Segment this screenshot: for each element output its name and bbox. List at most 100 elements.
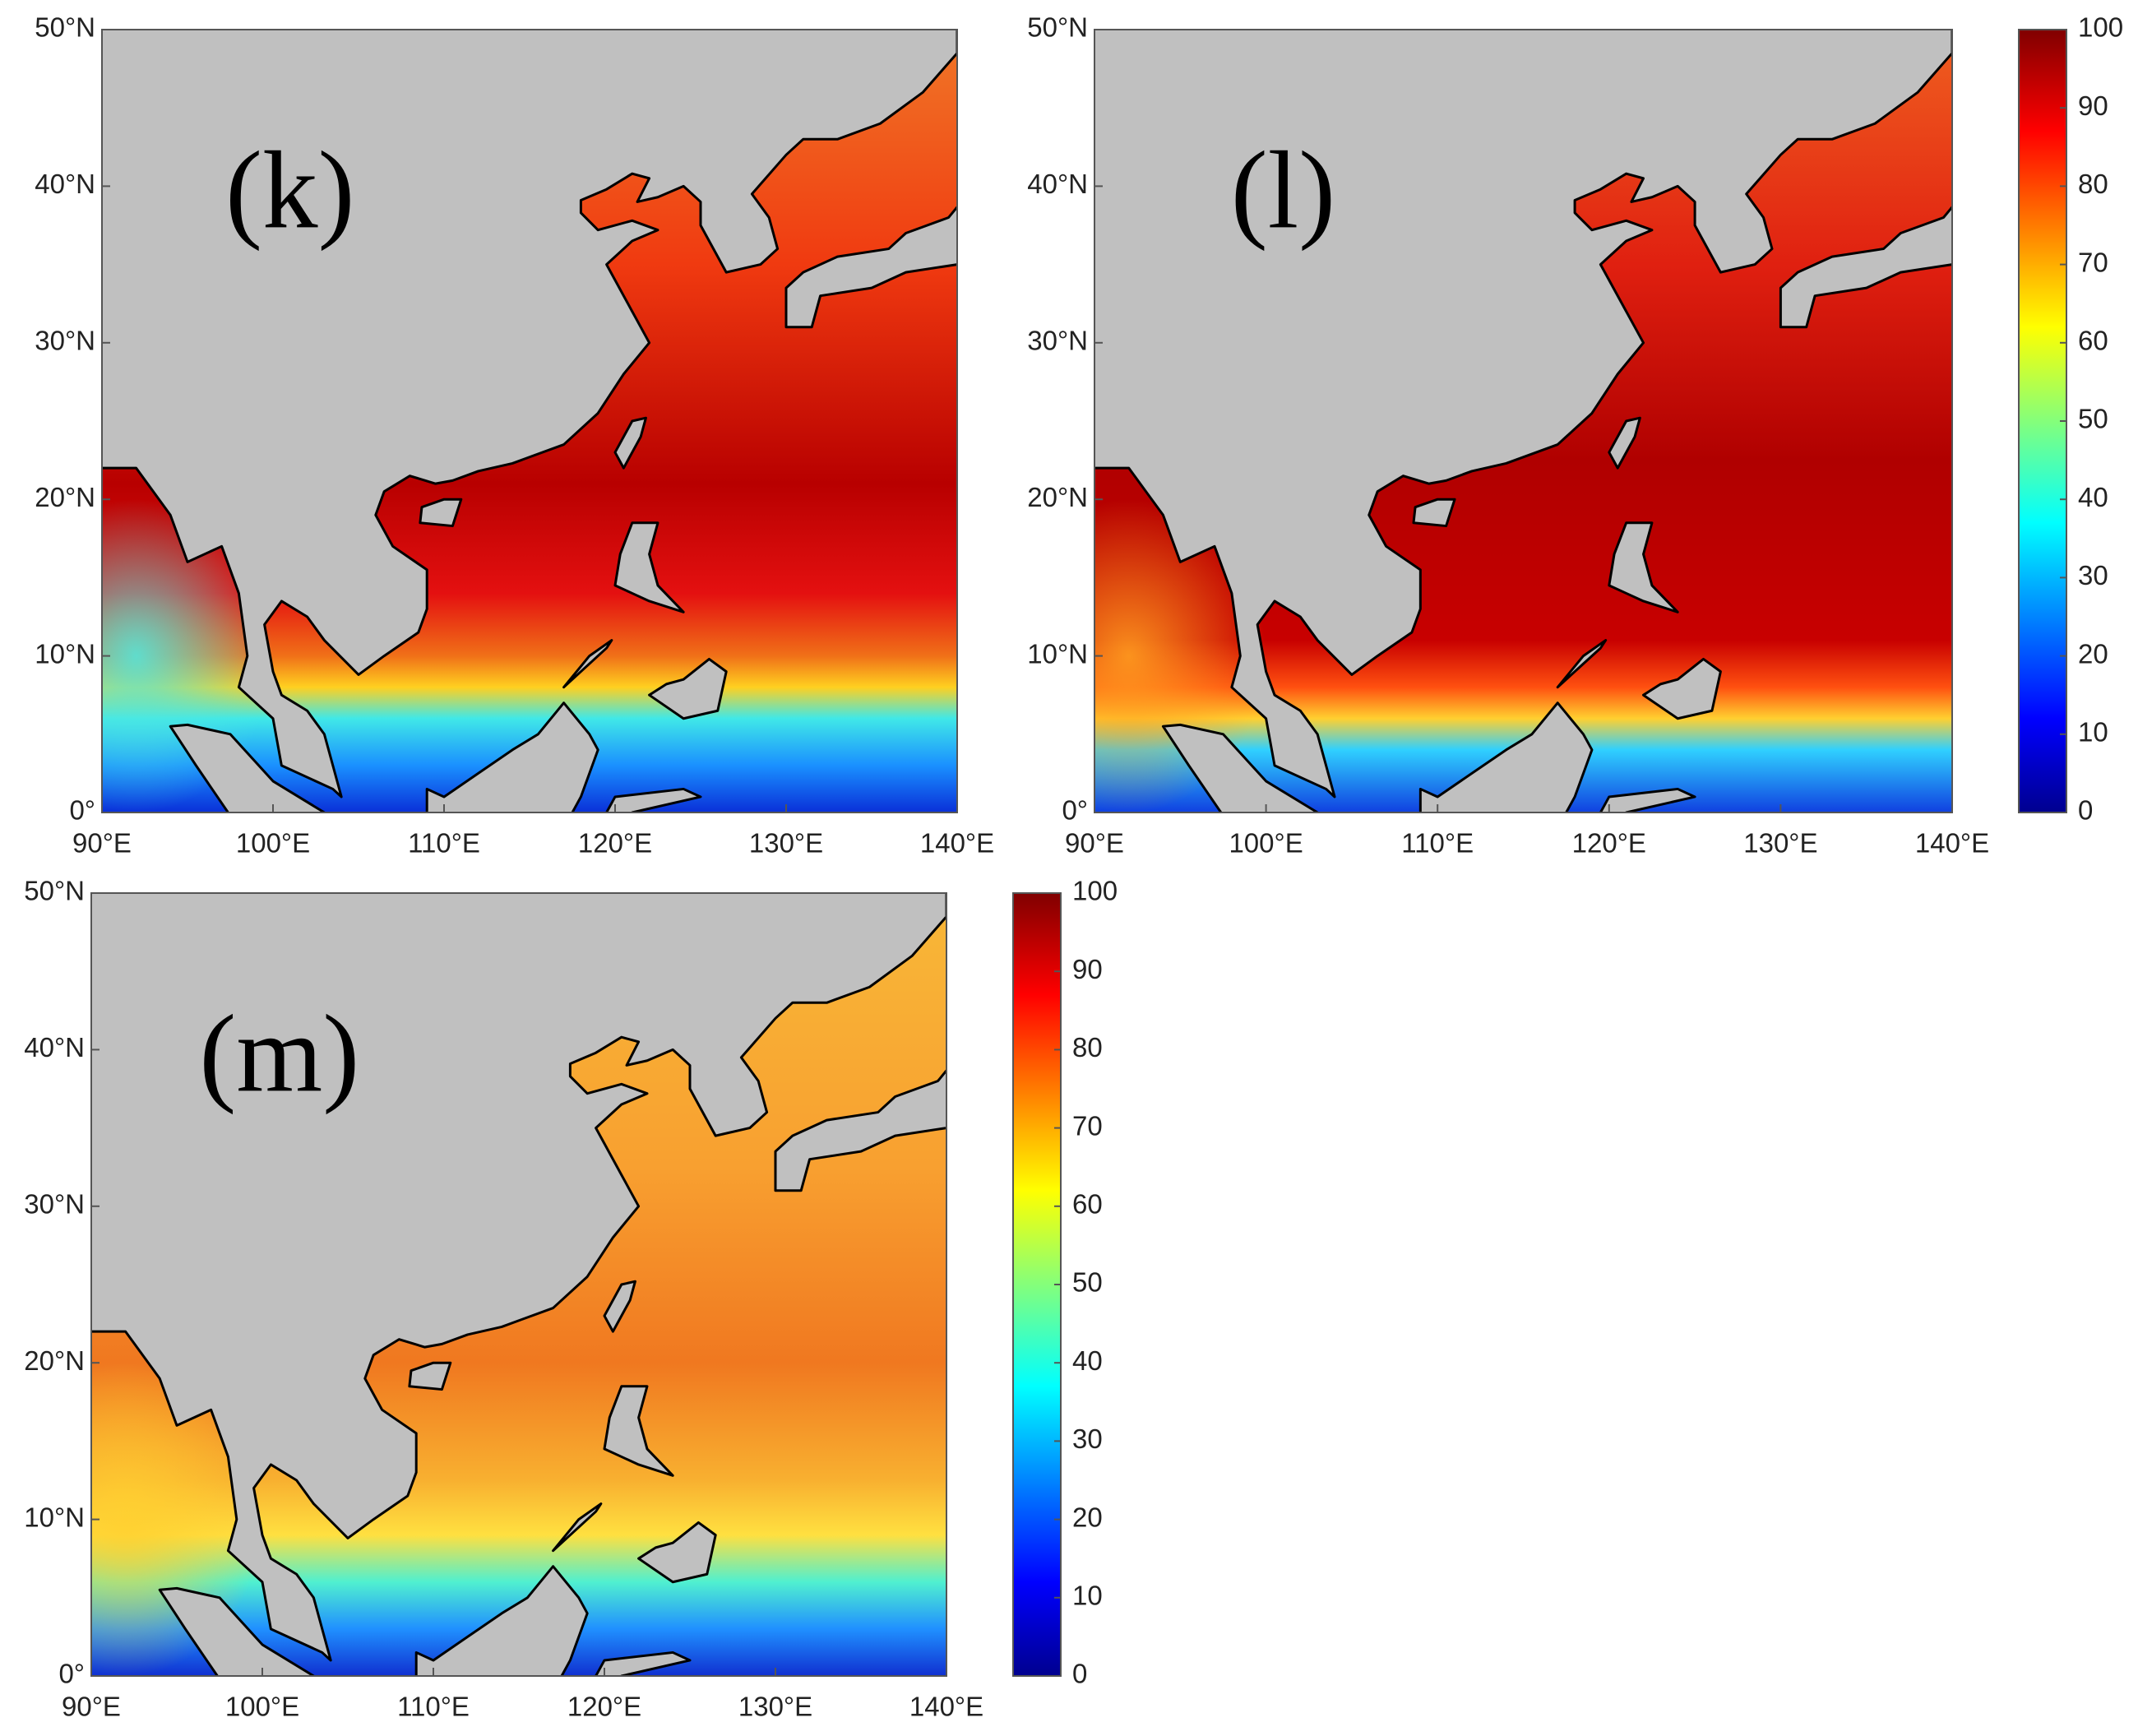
colorbar-tick-label: 60	[1072, 1189, 1103, 1220]
colorbar-tick-label: 0	[1072, 1659, 1087, 1689]
colorbar-tick-label: 70	[1072, 1110, 1103, 1141]
x-tick-label: 90°E	[72, 828, 132, 859]
y-tick-label: 20°N	[35, 482, 95, 512]
panel-label: (l)	[1231, 129, 1335, 252]
land	[91, 893, 946, 1662]
x-tick-label: 120°E	[567, 1692, 641, 1722]
map-panel: 90°E 100°E 110°E 120°E 130°E 140°E 0° 10°N 20°N 3…	[24, 876, 983, 1722]
y-tick-label: 10°N	[24, 1502, 85, 1532]
x-tick-label: 120°E	[1572, 828, 1646, 859]
y-tick-label: 0°	[1062, 795, 1088, 826]
land	[158, 1586, 316, 1676]
colorbar-tick-label: 30	[1072, 1424, 1103, 1454]
map-field	[91, 893, 946, 1676]
land	[1412, 498, 1456, 528]
land	[562, 639, 613, 689]
land	[1608, 521, 1679, 613]
colorbar-tick-label: 100	[1072, 876, 1118, 906]
land	[784, 205, 957, 329]
land	[1418, 701, 1594, 812]
land	[169, 723, 326, 812]
y-tick-label: 10°N	[35, 638, 95, 669]
x-tick-label: 140°E	[920, 828, 994, 859]
x-tick-label: 130°E	[749, 828, 823, 859]
colorbar-tick-label: 90	[1072, 954, 1103, 984]
map-panel: 90°E 100°E 110°E 120°E 130°E 140°E 0° 10°N 20°N 3…	[35, 12, 994, 859]
land	[603, 1280, 636, 1333]
colorbar-tick-label: 0	[2078, 795, 2093, 826]
y-tick-label: 20°N	[24, 1345, 85, 1376]
map-field	[1094, 30, 1952, 812]
x-tick-label: 110°E	[408, 828, 480, 859]
x-tick-label: 90°E	[1065, 828, 1124, 859]
y-tick-label: 50°N	[35, 12, 95, 43]
colorbar-tick-label: 30	[2078, 560, 2108, 590]
y-tick-label: 30°N	[35, 326, 95, 356]
land	[425, 701, 599, 812]
x-tick-label: 100°E	[225, 1692, 299, 1722]
colorbar-tick-label: 40	[1072, 1345, 1103, 1376]
y-tick-label: 30°N	[24, 1189, 85, 1220]
y-tick-label: 40°N	[35, 169, 95, 199]
x-tick-label: 110°E	[397, 1692, 470, 1722]
land	[613, 521, 685, 613]
axes-frame	[101, 29, 958, 813]
colorbar-tick-label: 90	[2078, 90, 2108, 121]
axes-frame	[90, 892, 947, 1677]
y-tick-label: 50°N	[24, 876, 85, 906]
land	[552, 1502, 603, 1553]
land	[1642, 657, 1722, 720]
colorbar-tick-label: 10	[1072, 1581, 1103, 1611]
x-tick-label: 120°E	[578, 828, 652, 859]
land	[637, 1521, 717, 1584]
land	[1094, 30, 1952, 799]
land	[419, 498, 463, 528]
x-tick-label: 90°E	[62, 1692, 121, 1722]
y-tick-label: 30°N	[1027, 326, 1088, 356]
colorbar-tick-label: 10	[2078, 717, 2108, 748]
colorbar-tick-label: 20	[1072, 1502, 1103, 1532]
colorbar-tick-label: 50	[1072, 1267, 1103, 1298]
colorbar-tick-label: 80	[1072, 1032, 1103, 1062]
axes-frame	[1094, 29, 1953, 813]
y-tick-label: 40°N	[24, 1032, 85, 1062]
land	[774, 1068, 946, 1192]
colorbar	[2018, 29, 2067, 813]
y-tick-label: 0°	[69, 795, 95, 826]
colorbar-tick-label: 40	[2078, 482, 2108, 512]
land	[604, 787, 702, 812]
x-tick-label: 140°E	[1915, 828, 1989, 859]
land	[594, 1650, 692, 1676]
land	[603, 1385, 674, 1477]
y-tick-label: 50°N	[1027, 12, 1088, 43]
x-tick-label: 100°E	[236, 828, 310, 859]
land	[1608, 416, 1641, 470]
land	[1779, 205, 1952, 329]
colorbar-tick-label: 100	[2078, 12, 2123, 43]
x-tick-label: 100°E	[1229, 828, 1303, 859]
land	[414, 1565, 589, 1676]
x-tick-label: 130°E	[738, 1692, 812, 1722]
y-tick-label: 40°N	[1027, 169, 1088, 199]
x-tick-label: 110°E	[1401, 828, 1474, 859]
colorbar-tick-label: 60	[2078, 326, 2108, 356]
y-tick-label: 20°N	[1027, 482, 1088, 512]
map-panel: 90°E 100°E 110°E 120°E 130°E 140°E 0° 10°N 20°N 3…	[1027, 12, 1989, 859]
colorbar	[1012, 892, 1062, 1677]
land	[613, 416, 647, 470]
land	[1556, 639, 1608, 689]
colorbar-tick-label: 70	[2078, 247, 2108, 277]
land	[1161, 723, 1320, 812]
y-tick-label: 10°N	[1027, 638, 1088, 669]
land	[408, 1361, 452, 1391]
x-tick-label: 140°E	[909, 1692, 983, 1722]
land	[648, 657, 728, 720]
panel-label: (k)	[225, 129, 354, 252]
map-field	[102, 30, 957, 812]
y-tick-label: 0°	[58, 1659, 85, 1689]
x-tick-label: 130°E	[1743, 828, 1817, 859]
land	[1599, 787, 1696, 812]
colorbar-tick-label: 80	[2078, 169, 2108, 199]
colorbar-tick-label: 20	[2078, 638, 2108, 669]
